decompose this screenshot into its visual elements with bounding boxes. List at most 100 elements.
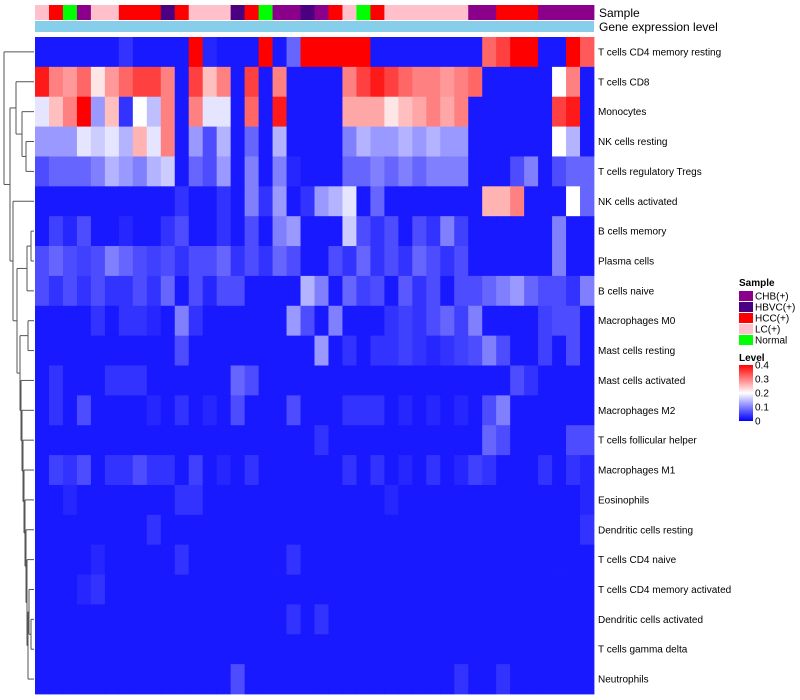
heatmap-cell — [510, 96, 525, 127]
heatmap-cell — [412, 425, 427, 456]
heatmap-cell — [272, 66, 287, 98]
heatmap-cell — [314, 275, 329, 307]
heatmap-cell — [426, 664, 441, 695]
heatmap-cell — [580, 484, 595, 516]
heatmap-cell — [482, 514, 497, 546]
heatmap-cell — [440, 604, 455, 635]
heatmap-cell — [244, 455, 259, 486]
heatmap-cell — [188, 544, 204, 575]
heatmap-cell — [258, 305, 273, 337]
heatmap-cell — [482, 425, 497, 456]
heatmap-cell — [132, 216, 148, 247]
heatmap-cell — [482, 574, 497, 605]
heatmap-cell — [230, 484, 246, 516]
heatmap-cell — [76, 335, 92, 366]
heatmap-cell — [370, 305, 385, 337]
heatmap-cell — [146, 455, 162, 486]
heatmap-cell — [230, 425, 246, 456]
heatmap-cell — [538, 156, 553, 187]
heatmap-cell — [76, 186, 92, 217]
heatmap-cell — [188, 275, 204, 307]
heatmap-cell — [412, 66, 427, 98]
heatmap-cell — [62, 425, 78, 456]
heatmap-cell — [468, 365, 483, 396]
heatmap-cell — [132, 96, 148, 127]
heatmap-cell — [286, 425, 301, 456]
heatmap-cell — [188, 425, 204, 456]
heatmap-cell — [482, 275, 497, 307]
heatmap-cell — [412, 514, 427, 546]
heatmap-cell — [90, 305, 106, 337]
heatmap-cell — [412, 246, 427, 277]
heatmap-cell — [188, 365, 204, 396]
heatmap-cell — [76, 126, 92, 157]
heatmap-cell — [35, 96, 50, 127]
heatmap-cell — [258, 246, 273, 277]
heatmap-cell — [482, 96, 497, 127]
heatmap-cell — [510, 425, 525, 456]
heatmap-cell — [90, 574, 106, 605]
heatmap-cell — [510, 395, 525, 426]
heatmap-cell — [216, 66, 232, 98]
row-label: T cells CD4 memory resting — [598, 47, 721, 58]
heatmap-cell — [300, 365, 315, 396]
heatmap-cell — [552, 156, 567, 187]
heatmap-cell — [538, 514, 553, 546]
heatmap-cell — [216, 96, 232, 127]
heatmap-cell — [35, 156, 50, 187]
heatmap-cell — [48, 574, 64, 605]
heatmap-cell — [412, 484, 427, 516]
heatmap-cell — [272, 246, 287, 277]
heatmap-cell — [132, 395, 148, 426]
heatmap-cell — [580, 335, 595, 366]
heatmap-cell — [48, 365, 64, 396]
heatmap-cell — [300, 395, 315, 426]
heatmap-cell — [342, 96, 357, 127]
heatmap-cell — [300, 305, 315, 337]
heatmap-cell — [328, 544, 343, 575]
heatmap-cell — [188, 156, 204, 187]
heatmap-cell — [244, 634, 259, 665]
heatmap-cell — [272, 96, 287, 127]
heatmap-cell — [398, 305, 413, 337]
heatmap-cell — [62, 484, 78, 516]
heatmap-cell — [174, 604, 190, 635]
heatmap-cell — [510, 216, 525, 247]
heatmap-cell — [160, 37, 176, 68]
heatmap-cell — [244, 395, 259, 426]
heatmap-cell — [174, 455, 190, 486]
heatmap-cell — [272, 156, 287, 187]
heatmap-cell — [496, 156, 511, 187]
heatmap-cell — [118, 634, 134, 665]
heatmap-cell — [552, 484, 567, 516]
heatmap-cell — [328, 66, 343, 98]
heatmap-cell — [398, 484, 413, 516]
heatmap-cell — [160, 246, 176, 277]
heatmap-cell — [62, 455, 78, 486]
heatmap-cell — [118, 246, 134, 277]
heatmap-cell — [90, 37, 106, 68]
heatmap-cell — [342, 425, 357, 456]
heatmap-cell — [328, 455, 343, 486]
heatmap-cell — [174, 305, 190, 337]
heatmap-cell — [510, 514, 525, 546]
heatmap-cell — [76, 275, 92, 307]
heatmap-cell — [496, 514, 511, 546]
heatmap-cell — [76, 96, 92, 127]
heatmap-cell — [342, 335, 357, 366]
heatmap-cell — [510, 335, 525, 366]
heatmap-cell — [566, 216, 581, 247]
heatmap-cell — [552, 96, 567, 127]
heatmap-cell — [146, 634, 162, 665]
heatmap-cell — [440, 246, 455, 277]
heatmap-cell — [48, 395, 64, 426]
heatmap-cell — [468, 216, 483, 247]
heatmap-cell — [482, 544, 497, 575]
sample-annotation-cell — [524, 5, 539, 20]
level-gradient — [739, 365, 753, 421]
heatmap-cell — [188, 216, 204, 247]
heatmap-cell — [496, 604, 511, 635]
heatmap-cell — [286, 395, 301, 426]
heatmap-cell — [118, 186, 134, 217]
heatmap-cell — [160, 604, 176, 635]
